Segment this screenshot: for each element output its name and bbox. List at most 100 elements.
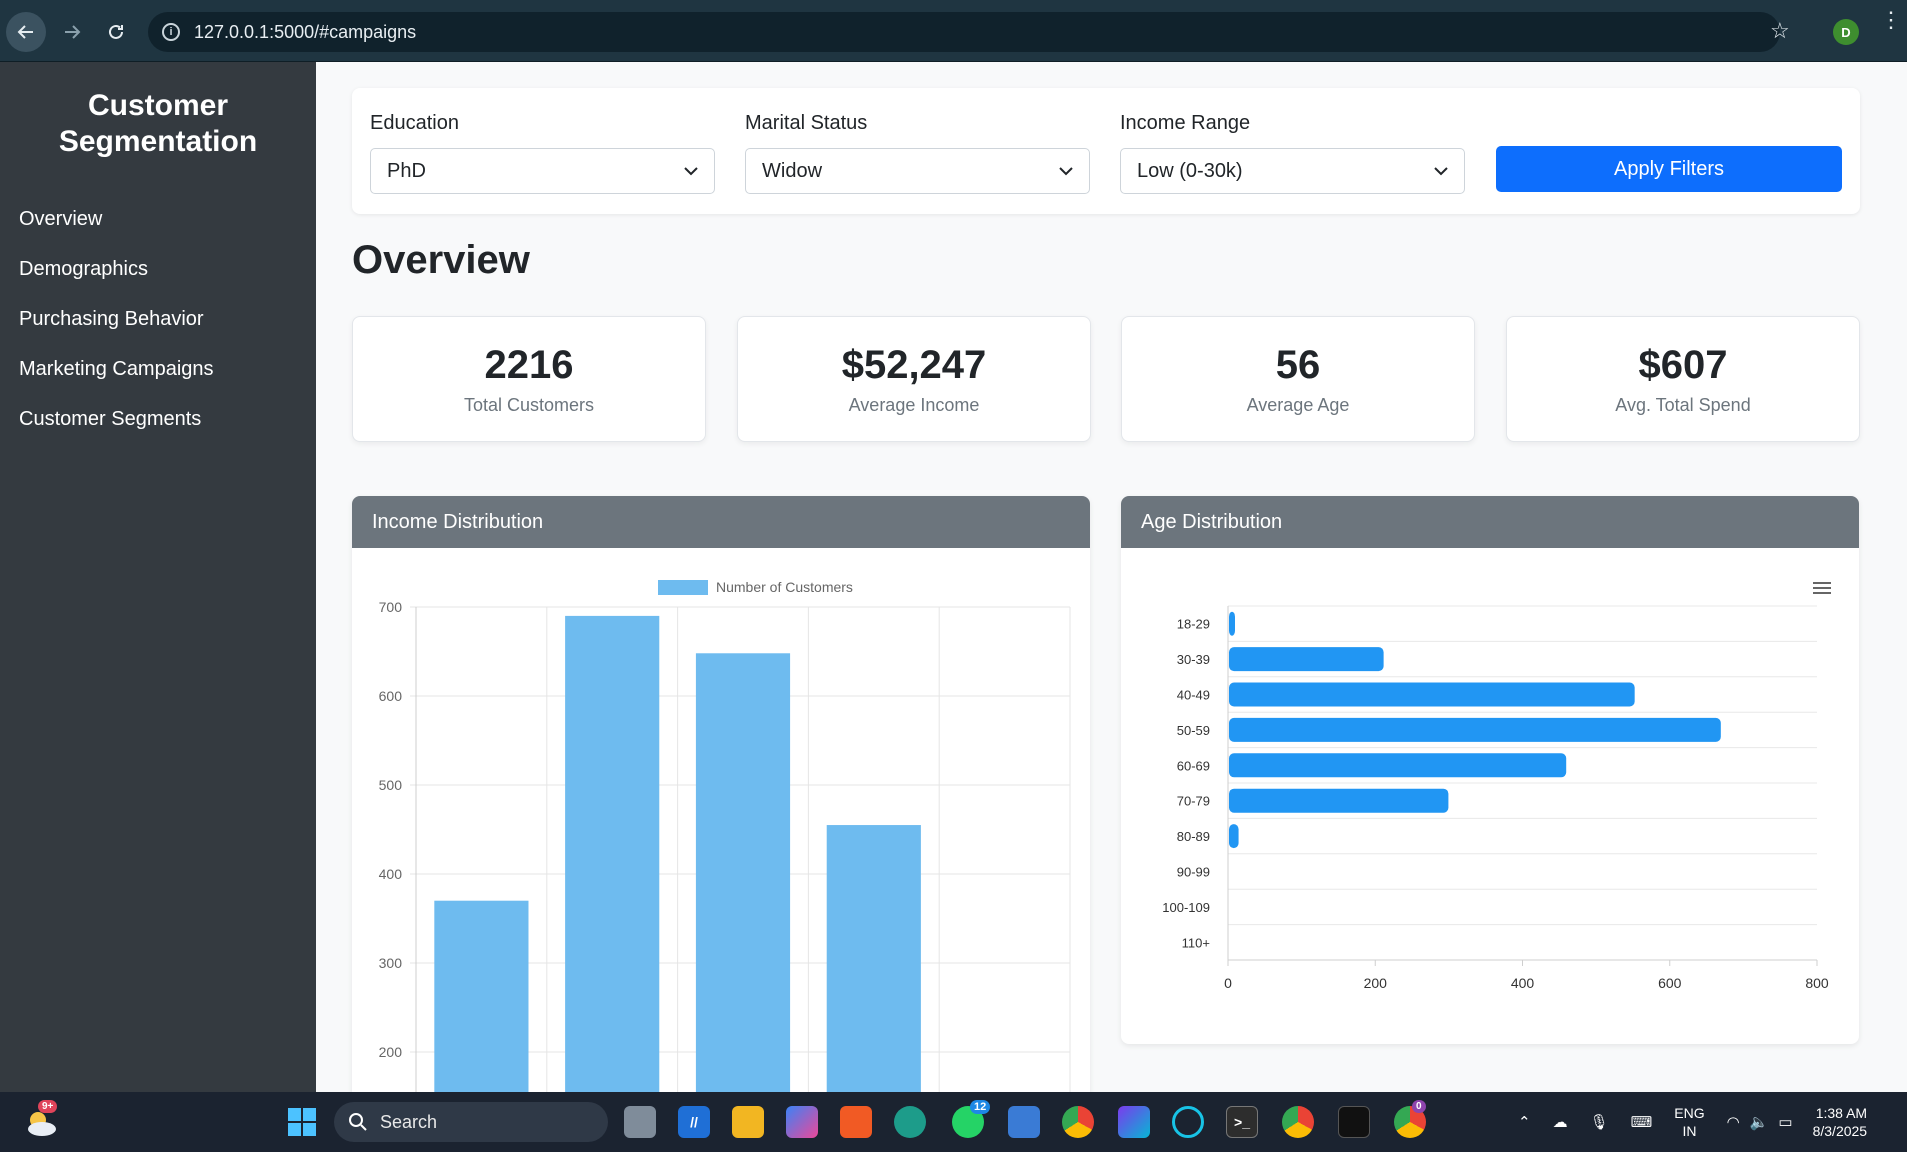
y-category-label: 40-49 (1177, 688, 1210, 703)
whatsapp-badge: 12 (970, 1100, 991, 1114)
reload-icon (109, 24, 123, 39)
y-tick-label: 300 (379, 955, 403, 971)
file-explorer-icon[interactable] (732, 1106, 764, 1138)
chrome-profile-icon[interactable]: 0 (1394, 1100, 1426, 1138)
y-category-label: 60-69 (1177, 758, 1210, 773)
sidebar: Customer Segmentation Overview Demograph… (0, 62, 316, 1092)
bookmark-star-icon[interactable]: ☆ (1770, 18, 1790, 43)
chevron-down-icon (684, 167, 698, 176)
age-bar (1229, 788, 1449, 813)
system-tray: ⌃ ☁ 🎙 ⌨ ENG IN ◠ 🔈 ▭ 1:38 AM 8/3/2025 (1518, 1092, 1867, 1152)
weather-cloud-icon (28, 1112, 56, 1136)
sidebar-item-overview[interactable]: Overview (19, 208, 103, 230)
income-bar (434, 900, 529, 1092)
age-bar (1229, 824, 1239, 849)
onedrive-icon[interactable]: ☁ (1552, 1114, 1568, 1131)
brave-icon[interactable] (840, 1106, 872, 1138)
income-bar (565, 615, 660, 1092)
y-category-label: 50-59 (1177, 723, 1210, 738)
address-bar[interactable]: i 127.0.0.1:5000/#campaigns (148, 12, 1780, 52)
terminal-icon[interactable]: >_ (1226, 1106, 1258, 1138)
sidebar-item-demographics[interactable]: Demographics (19, 258, 148, 280)
app-icon-box[interactable] (1338, 1106, 1370, 1138)
search-icon (349, 1113, 367, 1131)
clock-time: 1:38 AM (1815, 1105, 1868, 1121)
edge-icon[interactable] (894, 1106, 926, 1138)
apply-filters-button[interactable]: Apply Filters (1496, 146, 1842, 192)
income-bar (695, 653, 791, 1092)
stat-card-total-customers: 2216 Total Customers (352, 316, 706, 442)
education-select[interactable]: PhD (370, 148, 715, 194)
age-distribution-card: Age Distribution 0 200 400 600 800 18-29 30-39… (1121, 496, 1859, 1044)
chart-menu-icon (1813, 587, 1831, 589)
copilot-icon[interactable] (786, 1106, 818, 1138)
whatsapp-icon[interactable]: 12 (952, 1100, 991, 1138)
profile-avatar[interactable]: D (1833, 19, 1859, 45)
filter-panel: Education PhD Marital Status Widow Incom… (352, 88, 1860, 214)
y-tick-label: 600 (379, 688, 403, 704)
back-button[interactable] (6, 12, 46, 52)
task-view-icon[interactable] (624, 1106, 656, 1138)
chrome-active-icon[interactable] (1282, 1106, 1314, 1138)
arrow-left-icon (17, 25, 33, 39)
age-bar (1229, 753, 1567, 778)
y-category-label: 80-89 (1177, 829, 1210, 844)
income-range-label: Income Range (1120, 112, 1251, 134)
y-category-label: 100-109 (1162, 900, 1210, 915)
volume-icon[interactable]: 🔈 (1749, 1114, 1769, 1131)
m365-icon[interactable] (1118, 1106, 1150, 1138)
microphone-icon[interactable]: 🎙 (1589, 1114, 1609, 1131)
marital-status-value: Widow (762, 159, 823, 182)
income-range-select[interactable]: Low (0-30k) (1120, 148, 1465, 194)
sidebar-item-marketing-campaigns[interactable]: Marketing Campaigns (19, 358, 214, 380)
chevron-down-icon (1434, 167, 1448, 176)
sidebar-item-purchasing-behavior[interactable]: Purchasing Behavior (19, 308, 204, 330)
marital-status-filter: Marital Status Widow (745, 112, 1090, 194)
browser-menu-icon[interactable]: ⋮ (1880, 7, 1902, 32)
y-category-label: 110+ (1182, 935, 1210, 950)
weather-widget[interactable]: 9+ (22, 1100, 60, 1142)
wifi-icon[interactable]: ◠ (1726, 1114, 1740, 1131)
income-distribution-chart: Number of Customers 700 600 500 400 300 200 (379, 579, 1071, 1092)
x-tick-label: 800 (1805, 975, 1829, 991)
app-icon-1[interactable]: // (678, 1106, 710, 1138)
windows-logo-icon (288, 1108, 316, 1136)
marital-status-select[interactable]: Widow (745, 148, 1090, 194)
stat-card-average-age: 56 Average Age (1121, 316, 1475, 442)
age-bar (1229, 682, 1635, 707)
education-value: PhD (387, 159, 426, 182)
url-text: 127.0.0.1:5000/#campaigns (194, 21, 417, 42)
sidebar-item-customer-segments[interactable]: Customer Segments (19, 408, 202, 430)
y-tick-label: 200 (379, 1044, 403, 1060)
income-range-value: Low (0-30k) (1137, 159, 1243, 182)
clock[interactable]: 1:38 AM 8/3/2025 (1813, 1104, 1868, 1140)
y-category-label: 18-29 (1177, 617, 1210, 632)
stat-label: Avg. Total Spend (1615, 395, 1751, 415)
age-bar (1229, 611, 1235, 636)
stat-value: $52,247 (841, 343, 987, 387)
forward-button[interactable] (52, 12, 92, 52)
y-category-label: 90-99 (1177, 865, 1210, 880)
keyboard-icon[interactable]: ⌨ (1630, 1114, 1653, 1131)
sidebar-brand: Customer Segmentation (58, 89, 258, 158)
x-tick-label: 600 (1658, 975, 1682, 991)
battery-icon[interactable]: ▭ (1778, 1114, 1793, 1131)
x-tick-label: 0 (1224, 975, 1232, 991)
store-icon[interactable] (1008, 1106, 1040, 1138)
y-tick-label: 700 (379, 599, 403, 615)
start-button[interactable] (286, 1106, 318, 1138)
site-info-icon[interactable]: i (162, 23, 180, 41)
chevron-up-icon[interactable]: ⌃ (1518, 1114, 1531, 1131)
x-tick-label: 400 (1511, 975, 1535, 991)
language-indicator[interactable]: ENG IN (1674, 1104, 1704, 1140)
y-category-label: 70-79 (1177, 794, 1210, 809)
age-bar (1229, 717, 1721, 742)
clock-date: 8/3/2025 (1812, 1123, 1868, 1139)
stat-value: 56 (1275, 343, 1321, 387)
taskbar-search[interactable]: Search (334, 1102, 608, 1142)
chrome-icon[interactable] (1062, 1106, 1094, 1138)
alexa-icon[interactable] (1172, 1106, 1204, 1138)
reload-button[interactable] (96, 12, 136, 52)
chart-menu-icon (1813, 592, 1831, 594)
sidebar-nav: Overview Demographics Purchasing Behavio… (0, 194, 316, 444)
